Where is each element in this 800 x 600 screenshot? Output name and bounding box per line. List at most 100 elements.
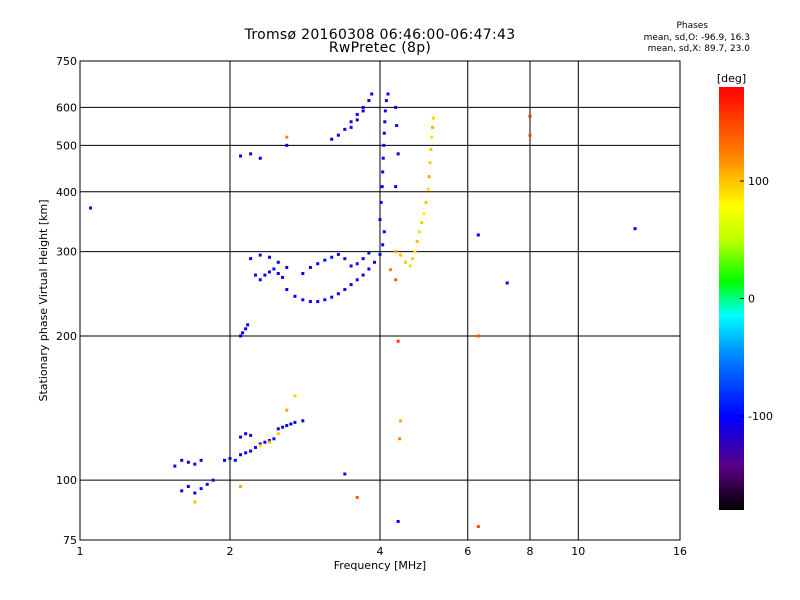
data-point-o (382, 131, 386, 135)
x-tick-label: 1 (77, 545, 84, 558)
data-point-x (408, 264, 412, 268)
colorbar-tick-label: 0 (748, 293, 755, 306)
data-point-o (180, 458, 184, 462)
x-tick-label: 10 (571, 545, 585, 558)
colorbar-tick-label: -100 (748, 410, 773, 423)
data-point-o (228, 456, 232, 460)
data-point-o (239, 154, 243, 158)
data-point-o (281, 425, 285, 429)
data-point-o (239, 453, 243, 457)
data-point-o (349, 120, 353, 124)
y-tick-label: 100 (56, 474, 77, 487)
x-tick-label: 2 (227, 545, 234, 558)
data-point-x (293, 394, 297, 398)
data-point-x (430, 135, 434, 139)
y-tick-label: 75 (63, 534, 77, 547)
data-point-o (323, 258, 327, 262)
data-point-o (380, 185, 384, 189)
chart-title: Tromsø 20160308 06:46:00-06:47:43 (244, 27, 516, 43)
data-point-o (199, 487, 203, 491)
data-point-o (276, 427, 280, 431)
data-point-x (411, 257, 415, 261)
data-point-o (239, 435, 243, 439)
data-point-o (378, 252, 382, 256)
data-point-o (379, 200, 383, 204)
data-point-x (431, 125, 435, 129)
data-point-o (263, 440, 267, 444)
data-point-x (528, 114, 532, 118)
phases-heading: Phases (676, 21, 708, 31)
data-point-o (301, 419, 305, 423)
data-point-o (186, 460, 190, 464)
o-phase-stats: mean, sd,O: -96.9, 16.3 (643, 33, 750, 43)
data-point-o (382, 230, 386, 234)
data-point-x (276, 432, 280, 436)
data-point-o (267, 270, 271, 274)
x-axis-label: Frequency [MHz] (334, 559, 426, 572)
data-point-x (396, 339, 400, 343)
data-point-o (349, 264, 353, 268)
data-point-o (249, 152, 253, 156)
grid-lines (79, 60, 681, 541)
y-tick-label: 400 (56, 186, 77, 199)
data-point-o (336, 252, 340, 256)
data-point-o (211, 478, 215, 482)
data-point-o (316, 300, 320, 304)
data-point-o (293, 294, 297, 298)
data-point-o (373, 260, 377, 264)
data-point-o (384, 99, 388, 103)
data-point-o (394, 185, 398, 189)
x-tick-label: 6 (464, 545, 471, 558)
data-point-x (258, 444, 262, 448)
data-point-o (285, 143, 289, 147)
data-point-o (381, 170, 385, 174)
data-point-o (396, 152, 400, 156)
data-point-o (253, 273, 257, 277)
data-point-o (272, 437, 276, 441)
data-point-o (267, 439, 271, 443)
data-point-x (285, 408, 289, 412)
data-point-x (239, 484, 243, 488)
y-tick-label: 300 (56, 246, 77, 259)
data-point-o (246, 323, 250, 327)
data-point-o (383, 109, 387, 113)
data-point-o (308, 265, 312, 269)
data-point-o (361, 105, 365, 109)
chart-subtitle: RwPretec (8p) (328, 40, 432, 56)
data-point-o (367, 267, 371, 271)
colorbar-tick-label: 100 (748, 175, 769, 188)
plot-frame (79, 60, 681, 541)
data-point-o (367, 99, 371, 103)
data-point-o (361, 257, 365, 261)
data-point-o (336, 133, 340, 137)
data-point-x (417, 230, 421, 234)
data-point-o (276, 272, 280, 276)
data-point-o (355, 262, 359, 266)
data-point-o (343, 288, 347, 292)
data-point-o (343, 472, 347, 476)
data-point-o (289, 422, 293, 426)
data-point-x (424, 200, 428, 204)
data-point-o (244, 451, 248, 455)
data-point-o (258, 156, 262, 160)
data-point-o (349, 125, 353, 129)
data-point-o (633, 227, 637, 231)
data-point-o (323, 298, 327, 302)
data-point-o (395, 124, 399, 128)
data-point-o (193, 491, 197, 495)
data-point-o (233, 458, 237, 462)
data-point-o (361, 273, 365, 277)
data-point-o (239, 334, 243, 338)
x-tick-label: 16 (673, 545, 687, 558)
data-point-o (343, 257, 347, 261)
data-point-x (431, 116, 435, 120)
data-point-o (361, 109, 365, 113)
data-point-o (249, 433, 253, 437)
data-point-o (343, 127, 347, 131)
data-point-o (249, 449, 253, 453)
data-point-x (413, 250, 417, 254)
data-point-o (383, 120, 387, 124)
y-tick-label: 200 (56, 330, 77, 343)
data-point-o (301, 298, 305, 302)
